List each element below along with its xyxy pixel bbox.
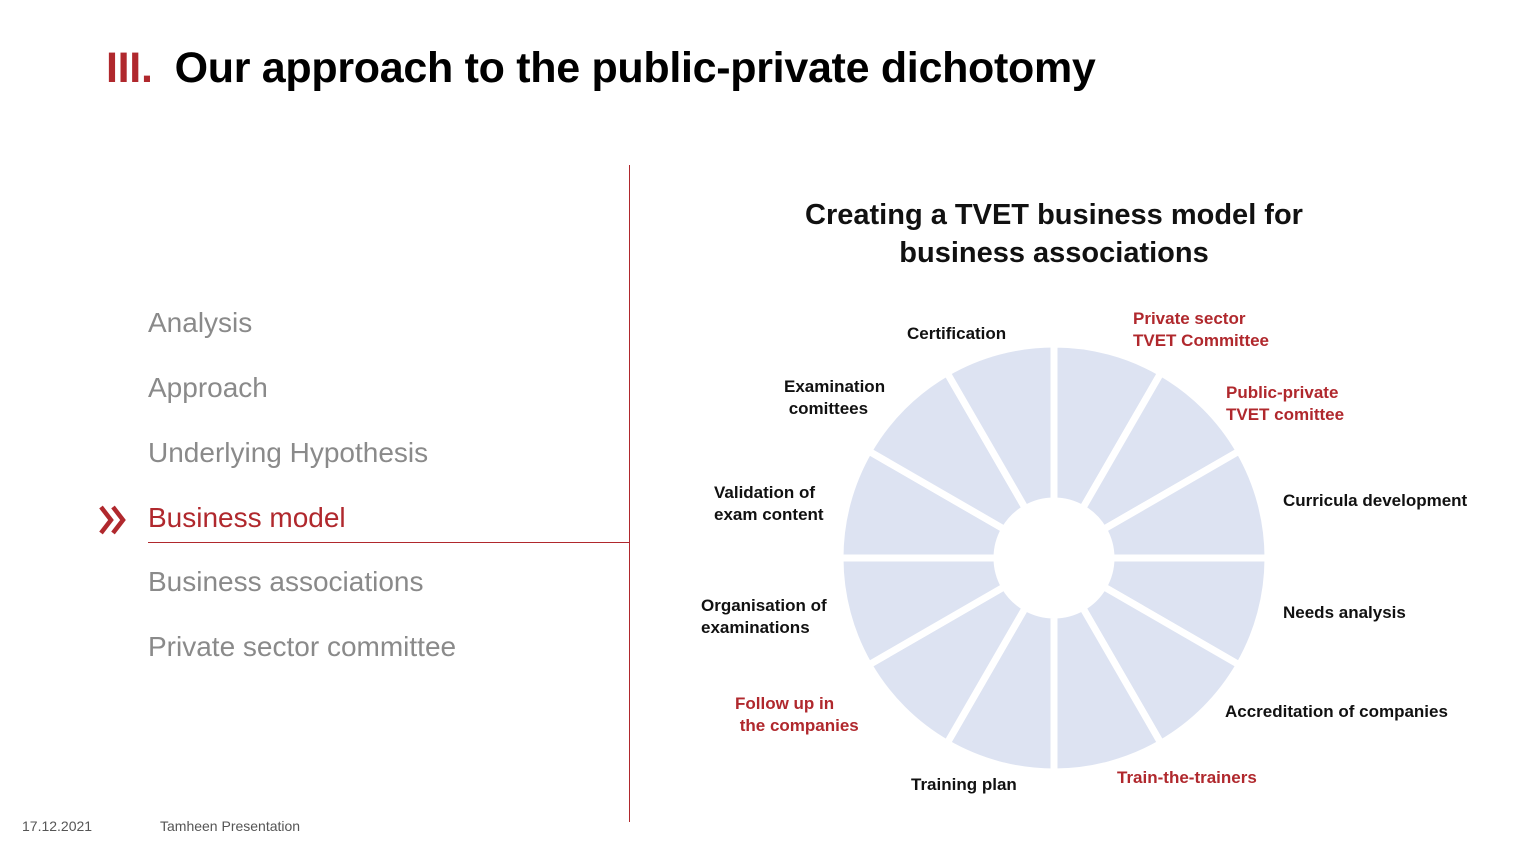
segment-label-public-private-committee: Public-private TVET comittee	[1226, 383, 1345, 424]
segment-label-train-the-trainers: Train-the-trainers	[1117, 768, 1257, 787]
wheel-segment	[863, 581, 1031, 749]
wheel-segment	[1050, 602, 1166, 774]
segment-label-validation-of-exam-content: Validation of exam content	[714, 483, 824, 524]
wheel-segment	[1050, 342, 1166, 514]
active-item-underline	[148, 542, 630, 543]
section-number: III.	[106, 44, 153, 92]
wheel-segment	[838, 446, 1010, 562]
footer-date: 17.12.2021	[22, 818, 93, 834]
segment-wheel	[838, 342, 1270, 774]
vertical-divider	[629, 165, 630, 822]
wheel-segment	[942, 602, 1058, 774]
title-text: Our approach to the public-private dicho…	[174, 44, 1096, 92]
wheel-segment	[1098, 554, 1270, 670]
wheel-segment	[863, 367, 1031, 535]
wheel-segment	[942, 342, 1058, 514]
agenda-item-underlying-hypothesis[interactable]: Underlying Hypothesis	[148, 437, 429, 468]
agenda-item-business-associations[interactable]: Business associations	[148, 566, 424, 597]
agenda-item-private-sector-committee[interactable]: Private sector committee	[148, 631, 457, 662]
wheel-segment	[838, 554, 1010, 670]
double-chevron-right-icon	[99, 505, 126, 535]
footer-presentation-name: Tamheen Presentation	[160, 818, 301, 834]
segment-label-certification: Certification	[907, 324, 1007, 343]
wheel-segment	[1098, 446, 1270, 562]
slide-title: III. Our approach to the public-private d…	[106, 44, 1096, 93]
segment-label-needs-analysis: Needs analysis	[1283, 603, 1406, 622]
segment-label-follow-up: Follow up in the companies	[735, 694, 859, 735]
agenda-item-analysis[interactable]: Analysis	[148, 307, 253, 338]
segment-label-private-sector-committee: Private sector TVET Committee	[1133, 309, 1270, 350]
segment-label-curricula-development: Curricula development	[1283, 491, 1468, 510]
wheel-segment	[1077, 581, 1245, 749]
segment-label-examination-committees: Examination comittees	[784, 377, 886, 418]
segment-label-organisation-of-examinations: Organisation of examinations	[701, 596, 827, 637]
segment-label-training-plan: Training plan	[911, 775, 1017, 794]
agenda-item-business-model[interactable]: Business model	[148, 502, 346, 533]
wheel-segment	[1077, 367, 1245, 535]
segment-label-accreditation: Accreditation of companies	[1225, 702, 1448, 721]
agenda-item-approach[interactable]: Approach	[148, 372, 268, 403]
diagram-title: Creating a TVET business model for busin…	[805, 199, 1303, 269]
